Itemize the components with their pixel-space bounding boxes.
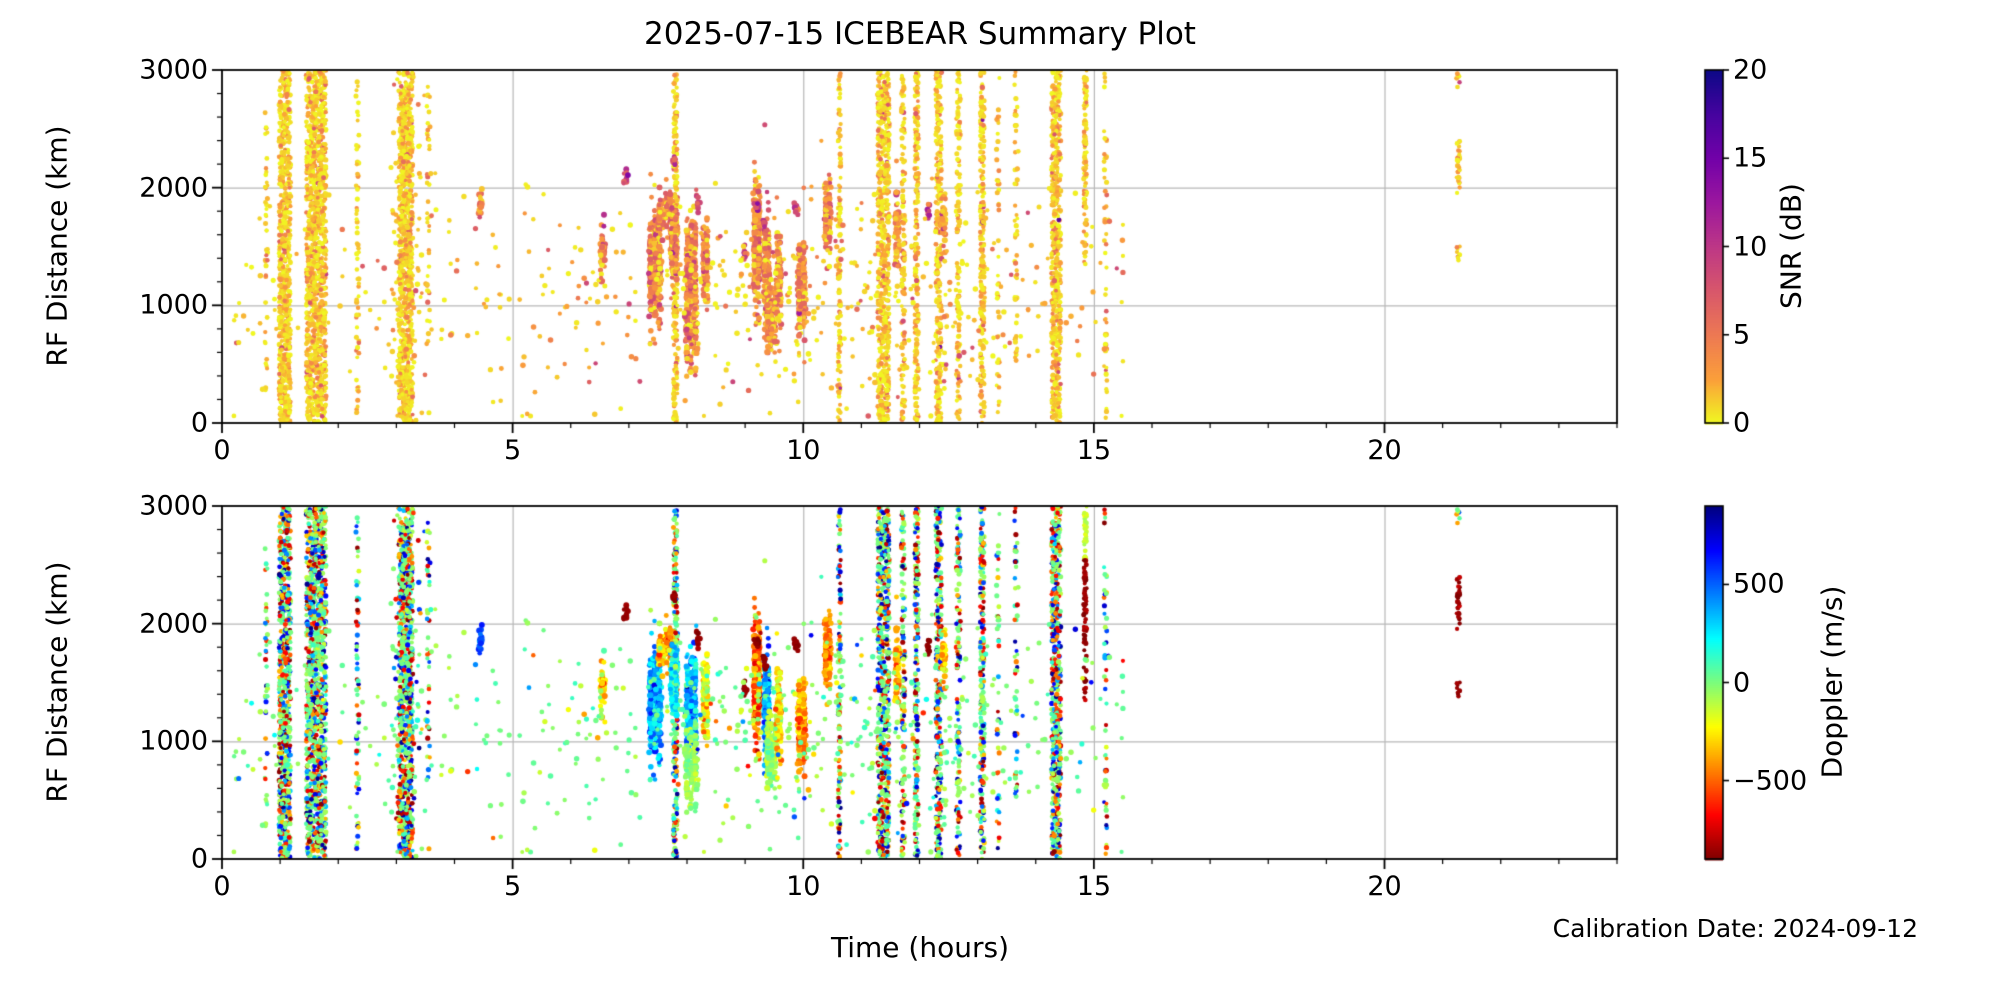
- colorbar-tick-label: 15: [1733, 142, 1768, 174]
- colorbar-tick-label: −500: [1733, 765, 1808, 797]
- x-tick-label: 5: [504, 435, 522, 466]
- colorbar-tick-label: 0: [1733, 667, 1751, 698]
- x-tick-label: 0: [213, 435, 231, 466]
- x-tick-label: 10: [786, 871, 821, 902]
- y-tick-label: 2000: [139, 608, 208, 640]
- x-tick-label: 20: [1367, 871, 1402, 902]
- x-tick-label: 20: [1367, 435, 1402, 466]
- x-tick-label: 0: [213, 871, 231, 902]
- y-tick-label: 0: [190, 407, 208, 439]
- doppler-colorbar-label: Doppler (m/s): [1815, 585, 1849, 779]
- colorbar-tick-label: 0: [1733, 407, 1751, 439]
- colorbar-tick-label: 5: [1733, 319, 1751, 351]
- y-tick-label: 1000: [139, 725, 208, 757]
- y-axis-label-doppler-panel: RF Distance (km): [40, 561, 74, 803]
- y-tick-label: 2000: [139, 172, 208, 204]
- colorbar-tick-label: 500: [1733, 568, 1785, 600]
- y-tick-label: 0: [190, 843, 208, 875]
- y-tick-label: 1000: [139, 289, 208, 321]
- y-tick-label: 3000: [139, 54, 208, 86]
- x-axis-label: Time (hours): [831, 931, 1009, 964]
- y-tick-label: 3000: [139, 490, 208, 522]
- calibration-date-text: Calibration Date: 2024-09-12: [1552, 914, 1918, 943]
- x-tick-label: 5: [504, 871, 522, 902]
- y-axis-label-snr-panel: RF Distance (km): [40, 125, 74, 367]
- colorbar-tick-label: 20: [1733, 54, 1768, 86]
- x-tick-label: 15: [1076, 435, 1112, 466]
- figure-title: 2025-07-15 ICEBEAR Summary Plot: [644, 16, 1196, 52]
- colorbar-tick-label: 10: [1733, 231, 1768, 262]
- snr-colorbar-label: SNR (dB): [1774, 183, 1808, 309]
- x-tick-label: 10: [786, 435, 821, 466]
- x-tick-label: 15: [1076, 871, 1112, 902]
